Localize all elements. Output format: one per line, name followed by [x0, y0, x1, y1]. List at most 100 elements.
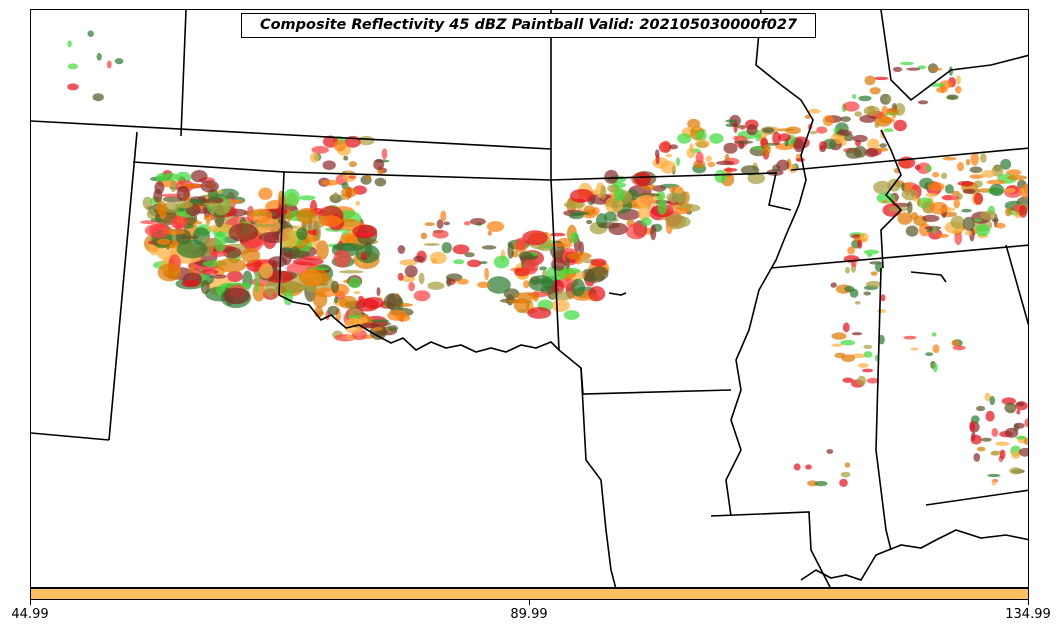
reflectivity-blob — [551, 299, 570, 312]
reflectivity-blob — [863, 344, 873, 349]
reflectivity-blob — [974, 218, 982, 223]
reflectivity-blob — [404, 265, 418, 278]
reflectivity-blob — [876, 192, 896, 204]
reflectivity-blob — [845, 267, 850, 274]
reflectivity-blob — [723, 142, 738, 154]
reflectivity-blob — [822, 115, 834, 127]
reflectivity-blob — [608, 222, 628, 236]
reflectivity-blob — [227, 199, 244, 204]
reflectivity-blob — [1009, 467, 1023, 475]
reflectivity-blob — [515, 292, 539, 301]
reflectivity-blob — [571, 211, 590, 215]
reflectivity-blob — [424, 222, 435, 227]
reflectivity-blob — [331, 280, 340, 293]
reflectivity-blob — [876, 147, 889, 152]
reflectivity-blob — [551, 257, 566, 271]
reflectivity-blob — [278, 227, 299, 249]
reflectivity-blob — [880, 93, 891, 105]
reflectivity-blob — [948, 66, 954, 76]
reflectivity-blob — [223, 287, 250, 305]
reflectivity-blob — [205, 219, 211, 226]
reflectivity-blob — [427, 281, 445, 290]
state-boundaries — [31, 10, 1028, 587]
reflectivity-blob — [373, 158, 385, 171]
map-panel — [30, 9, 1029, 588]
reflectivity-blob — [590, 258, 607, 267]
reflectivity-blob — [396, 313, 411, 322]
reflectivity-blob — [970, 434, 982, 445]
reflectivity-blob — [857, 239, 863, 249]
reflectivity-blob — [527, 307, 552, 319]
reflectivity-blob — [355, 298, 380, 312]
reflectivity-blob — [1016, 409, 1021, 415]
reflectivity-blob — [636, 194, 656, 209]
reflectivity-blob — [162, 201, 179, 213]
reflectivity-blob — [397, 245, 406, 254]
reflectivity-blob — [882, 200, 888, 204]
reflectivity-blob — [441, 242, 452, 254]
reflectivity-blob — [550, 291, 576, 301]
reflectivity-blob — [740, 125, 746, 130]
reflectivity-blob — [309, 152, 320, 163]
reflectivity-blob — [264, 280, 282, 299]
reflectivity-blob — [637, 205, 651, 221]
reflectivity-blob — [852, 234, 861, 238]
reflectivity-blob — [897, 212, 913, 225]
reflectivity-blob — [481, 245, 497, 250]
reflectivity-blob — [587, 266, 609, 281]
reflectivity-blob — [917, 65, 927, 70]
reflectivity-blob — [673, 207, 690, 215]
reflectivity-blob — [1019, 184, 1028, 199]
reflectivity-blob — [655, 154, 660, 165]
reflectivity-blob — [452, 244, 470, 255]
reflectivity-blob — [170, 179, 177, 193]
colorbar-tick-left — [30, 600, 31, 605]
reflectivity-blob — [1006, 169, 1022, 176]
state-line-ok-ks — [283, 171, 552, 181]
reflectivity-blob — [249, 208, 273, 224]
reflectivity-blob — [514, 268, 530, 277]
colorbar-label-mid: 89.99 — [510, 607, 548, 622]
reflectivity-blob — [551, 279, 565, 295]
reflectivity-blob — [506, 299, 533, 304]
reflectivity-blob — [976, 446, 986, 452]
reflectivity-blob — [877, 309, 886, 314]
reflectivity-blob — [762, 144, 771, 156]
reflectivity-blob — [284, 247, 291, 253]
reflectivity-blob — [478, 261, 488, 265]
reflectivity-blob — [343, 155, 349, 161]
reflectivity-blob — [67, 83, 79, 91]
reflectivity-blob — [762, 127, 775, 134]
reflectivity-blob — [961, 208, 972, 213]
reflectivity-blob — [588, 286, 606, 302]
reflectivity-blob — [259, 263, 274, 279]
reflectivity-blob — [493, 255, 510, 269]
reflectivity-blob — [96, 53, 102, 61]
reflectivity-blob — [747, 172, 765, 185]
reflectivity-blob — [865, 280, 882, 288]
reflectivity-blob — [686, 147, 696, 159]
reflectivity-blob — [292, 257, 324, 266]
state-line-ms-al — [875, 267, 892, 551]
reflectivity-blob — [906, 201, 913, 214]
reflectivity-blob — [254, 270, 260, 293]
reflectivity-blob — [814, 480, 828, 487]
reflectivity-blob — [874, 115, 892, 127]
reflectivity-blob — [322, 160, 336, 170]
reflectivity-blob — [286, 208, 292, 222]
reflectivity-blob — [347, 315, 361, 319]
reflectivity-blob — [334, 296, 339, 304]
reflectivity-blob — [984, 392, 991, 402]
reflectivity-blob — [327, 305, 340, 316]
reflectivity-blob — [660, 160, 677, 174]
reflectivity-blob — [341, 187, 358, 198]
reflectivity-blob — [1005, 207, 1012, 217]
reflectivity-blob — [854, 301, 861, 305]
reflectivity-blob — [563, 310, 580, 320]
reflectivity-blob — [916, 197, 921, 207]
reflectivity-blob — [216, 258, 247, 273]
map-title: Composite Reflectivity 45 dBZ Paintball … — [241, 13, 816, 38]
reflectivity-blob — [1023, 437, 1028, 446]
reflectivity-blob — [1007, 175, 1028, 181]
reflectivity-blob — [900, 61, 914, 66]
